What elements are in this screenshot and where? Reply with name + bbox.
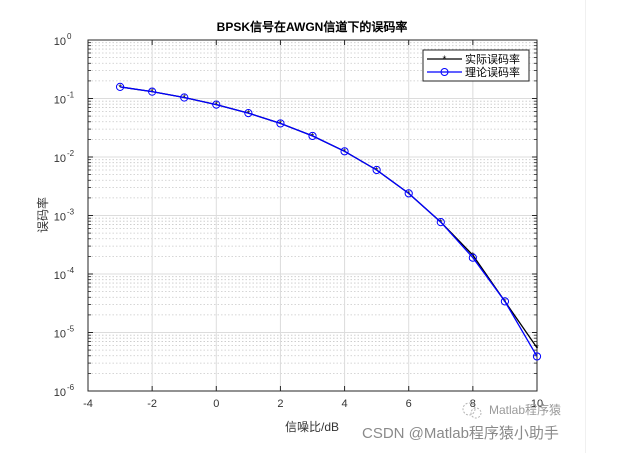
circle-marker xyxy=(276,119,285,128)
right-margin-strip xyxy=(585,0,628,453)
legend-box xyxy=(422,49,530,82)
x-tick-label: -4 xyxy=(83,398,93,410)
x-tick-label: 4 xyxy=(342,398,348,410)
circle-marker xyxy=(468,253,477,262)
watermark-line1: Matlab程序猿 xyxy=(489,402,561,417)
y-tick-exponent: -4 xyxy=(67,266,75,275)
circle-marker xyxy=(115,82,125,91)
x-tick-label: 0 xyxy=(213,398,219,410)
y-tick-label: 10 xyxy=(54,153,66,165)
y-tick-label: 10 xyxy=(54,95,66,107)
circle-marker xyxy=(436,218,445,227)
theory-ber-line xyxy=(120,86,538,357)
circle-marker xyxy=(308,131,317,141)
y-tick-label: 10 xyxy=(54,212,66,224)
x-tick-label: -2 xyxy=(147,398,157,410)
y-tick-label: 10 xyxy=(54,36,66,48)
y-tick-exponent: -3 xyxy=(67,208,75,217)
x-tick-label: 10 xyxy=(531,398,543,410)
x-tick-label: 8 xyxy=(470,398,476,410)
y-tick-label: 10 xyxy=(54,387,66,399)
legend-label-theory: 理论误码率 xyxy=(465,65,520,79)
y-tick-label: 10 xyxy=(54,329,66,341)
circle-marker xyxy=(340,147,349,156)
data-series: * ************* xyxy=(115,82,542,361)
circle-marker xyxy=(500,297,510,306)
watermark-line2: CSDN @Matlab程序猿小助手 xyxy=(362,425,559,442)
asterisk-marker-icon: * xyxy=(443,55,447,66)
circle-marker-icon xyxy=(440,68,449,76)
x-axis-label: 信噪比/dB xyxy=(285,420,339,434)
watermark: Matlab程序猿 CSDN @Matlab程序猿小助手 xyxy=(362,402,561,442)
circle-marker xyxy=(212,100,221,109)
x-tick-label: 2 xyxy=(277,398,283,410)
actual-ber-line xyxy=(120,86,538,349)
asterisk-marker: * xyxy=(535,343,539,353)
circle-marker xyxy=(148,87,157,96)
circle-marker xyxy=(180,93,189,102)
grid-lines xyxy=(87,39,538,392)
legend: * 实际误码率 理论误码率 xyxy=(422,49,530,82)
wechat-logo-icon xyxy=(462,402,482,419)
y-tick-exponent: -2 xyxy=(67,149,75,158)
legend-label-actual: 实际误码率 xyxy=(465,52,520,66)
circle-marker xyxy=(372,165,381,175)
x-tick-label: 6 xyxy=(406,398,412,410)
circle-marker xyxy=(244,108,253,118)
y-tick-exponent: -6 xyxy=(67,383,75,392)
y-tick-exponent: 0 xyxy=(67,32,72,41)
circle-marker xyxy=(532,352,542,361)
y-tick-label: 10 xyxy=(54,270,66,282)
y-tick-exponent: -1 xyxy=(67,91,75,100)
circle-marker xyxy=(404,189,413,198)
y-tick-exponent: -5 xyxy=(67,325,75,334)
y-axis-label: 误码率 xyxy=(35,197,50,233)
asterisk-marker: * xyxy=(471,251,475,261)
chart-title: BPSK信号在AWGN信道下的误码率 xyxy=(217,19,408,34)
